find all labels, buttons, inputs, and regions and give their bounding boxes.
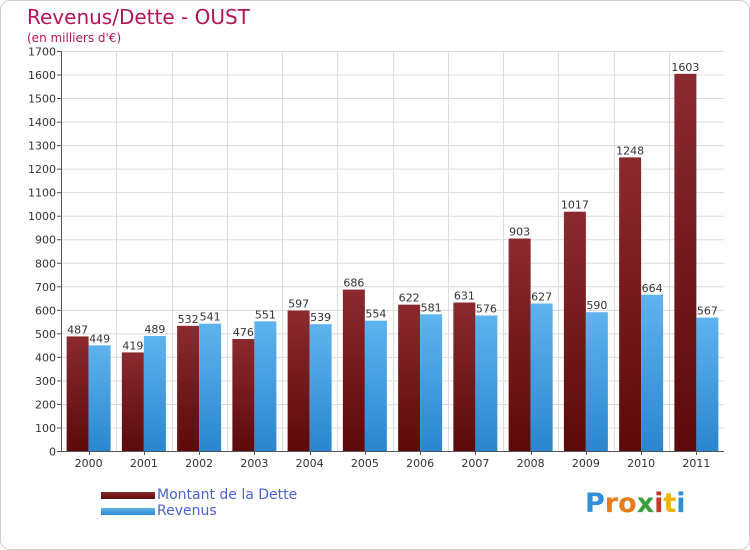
y-tick-label: 0	[49, 446, 56, 459]
logo-letter: x	[636, 488, 655, 519]
y-tick-label: 600	[35, 304, 56, 317]
data-label-revenue: 627	[531, 290, 552, 303]
x-tick-label: 2010	[627, 457, 655, 470]
x-tick-label: 2007	[461, 457, 489, 470]
data-label-debt: 419	[122, 339, 143, 352]
bar-revenue	[475, 315, 498, 451]
data-label-revenue: 567	[697, 305, 718, 318]
x-tick-label: 2005	[351, 457, 379, 470]
x-tick-label: 2002	[185, 457, 213, 470]
legend: Montant de la Dette Revenus	[101, 487, 297, 519]
legend-label-revenue: Revenus	[157, 503, 217, 519]
y-tick-label: 800	[35, 257, 56, 270]
y-tick-label: 400	[35, 351, 56, 364]
logo-letter: t	[663, 488, 677, 519]
y-tick-label: 1400	[28, 116, 56, 129]
bar-revenue	[585, 312, 608, 451]
x-tick-label: 2011	[682, 457, 710, 470]
data-label-revenue: 449	[89, 332, 110, 345]
x-tick-label: 2003	[240, 457, 268, 470]
bar-revenue	[530, 303, 553, 451]
y-tick-label: 1200	[28, 163, 56, 176]
legend-swatch-revenue	[101, 507, 155, 515]
y-tick-label: 700	[35, 281, 56, 294]
y-tick-label: 1700	[28, 46, 56, 59]
legend-swatch-debt	[101, 491, 155, 499]
data-label-debt: 476	[233, 326, 254, 339]
data-label-revenue: 539	[310, 311, 331, 324]
bar-revenue	[641, 294, 664, 451]
bar-debt	[342, 289, 365, 451]
chart-title: Revenus/Dette - OUST	[27, 5, 250, 29]
x-tick-label: 2006	[406, 457, 434, 470]
y-tick-label: 900	[35, 234, 56, 247]
bar-debt	[287, 310, 310, 451]
bar-debt	[398, 304, 421, 451]
data-label-revenue: 576	[476, 302, 497, 315]
data-label-revenue: 551	[255, 308, 276, 321]
data-label-debt: 1017	[561, 199, 589, 212]
data-label-revenue: 554	[365, 308, 386, 321]
data-label-debt: 686	[343, 277, 364, 290]
data-label-revenue: 489	[144, 323, 165, 336]
data-label-revenue: 581	[421, 301, 442, 314]
bar-debt	[619, 157, 642, 451]
y-tick-label: 1300	[28, 140, 56, 153]
data-label-revenue: 590	[586, 299, 607, 312]
y-tick-label: 1000	[28, 210, 56, 223]
y-tick-label: 500	[35, 328, 56, 341]
bar-revenue	[199, 323, 222, 451]
logo-letter: i	[654, 488, 664, 519]
bar-debt	[177, 325, 200, 451]
y-tick-label: 200	[35, 398, 56, 411]
bar-debt	[674, 73, 697, 451]
x-tick-label: 2000	[75, 457, 103, 470]
y-tick-label: 300	[35, 375, 56, 388]
legend-item-debt: Montant de la Dette	[101, 487, 297, 503]
logo-letter: r	[604, 488, 619, 519]
x-tick-label: 2004	[296, 457, 324, 470]
x-tick-label: 2001	[130, 457, 158, 470]
bar-debt	[453, 302, 476, 451]
data-label-debt: 622	[399, 292, 420, 305]
y-tick-label: 1100	[28, 187, 56, 200]
y-tick-label: 1500	[28, 93, 56, 106]
data-label-debt: 903	[509, 226, 530, 239]
bar-debt	[508, 238, 531, 451]
logo-letter: o	[618, 488, 637, 519]
data-label-revenue: 664	[642, 282, 663, 295]
bar-debt	[232, 339, 255, 451]
logo-letter: i	[676, 488, 686, 519]
data-label-debt: 1603	[671, 61, 699, 74]
bar-revenue	[143, 335, 166, 451]
x-tick-label: 2009	[572, 457, 600, 470]
data-label-debt: 487	[67, 323, 88, 336]
bar-revenue	[420, 314, 443, 451]
data-label-debt: 631	[454, 290, 475, 303]
bar-debt	[66, 336, 89, 451]
bar-revenue	[309, 324, 332, 451]
bar-debt	[563, 211, 586, 451]
bar-debt	[121, 352, 144, 451]
y-tick-label: 1600	[28, 69, 56, 82]
bar-revenue	[88, 345, 111, 451]
bar-revenue	[364, 320, 387, 451]
bar-revenue	[254, 321, 277, 451]
x-tick-label: 2008	[517, 457, 545, 470]
legend-label-debt: Montant de la Dette	[157, 487, 298, 503]
proxiti-logo: Proxiti	[585, 488, 686, 519]
data-label-debt: 597	[288, 298, 309, 311]
y-tick-label: 100	[35, 422, 56, 435]
bar-revenue	[696, 317, 719, 451]
data-label-revenue: 541	[200, 311, 221, 324]
data-label-debt: 532	[178, 313, 199, 326]
logo-letter: P	[585, 488, 605, 519]
data-label-debt: 1248	[616, 144, 644, 157]
chart-subtitle: (en milliers d'€)	[27, 31, 122, 45]
legend-item-revenue: Revenus	[101, 503, 297, 519]
